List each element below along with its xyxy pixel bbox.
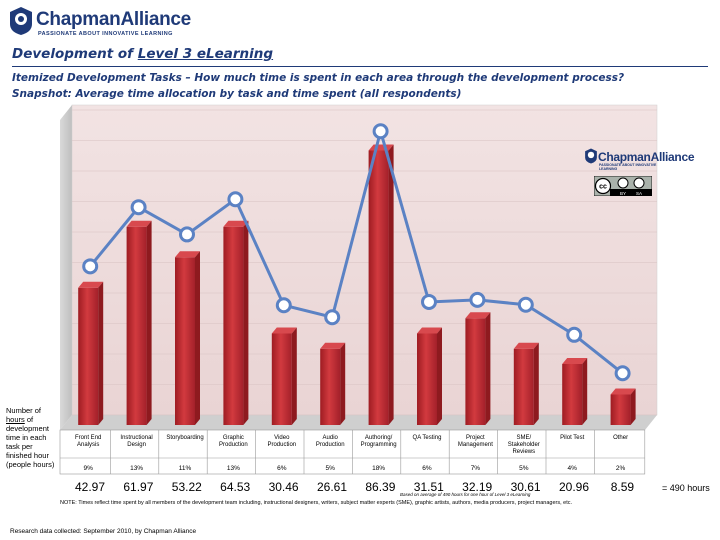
percent-label: 18%: [372, 465, 385, 472]
percent-label: 5%: [325, 465, 335, 472]
percent-label: 6%: [422, 465, 432, 472]
line-point: [324, 309, 341, 326]
category-label: Graphic Production: [219, 435, 248, 448]
watermark-tagline: PASSIONATE ABOUT INNOVATIVE LEARNING: [599, 163, 657, 171]
hours-value: 31.51: [413, 480, 444, 494]
category-label: Storyboarding: [166, 435, 203, 441]
bar: [175, 251, 200, 425]
average-note: Based on average of 490 hours for one ho…: [400, 492, 531, 497]
sa-label: SA: [636, 191, 642, 196]
category-label: Authoring/Programming: [361, 435, 397, 448]
hours-value: 26.61: [316, 480, 348, 494]
hours-value: 61.97: [123, 480, 154, 494]
percent-label: 4%: [567, 465, 577, 472]
line-series: [82, 123, 631, 382]
bar: [513, 342, 539, 425]
percent-label: 11%: [179, 465, 192, 472]
bar: [78, 281, 104, 425]
line-point: [421, 293, 437, 310]
subtitle-line-2: Snapshot: Average time allocation by tas…: [12, 88, 462, 100]
by-label: BY: [620, 191, 626, 196]
bar: [126, 220, 152, 425]
percent-label: 13%: [227, 465, 240, 472]
hours-value: 42.97: [74, 480, 106, 494]
creative-commons-license-icon: cc BY SA: [594, 176, 652, 196]
chart-side-wall: [60, 105, 72, 430]
bar-series: [78, 144, 636, 425]
hours-value: 20.96: [558, 480, 590, 494]
hours-value: 53.22: [171, 480, 202, 494]
category-label: Pilot Test: [560, 435, 585, 441]
subtitle: Itemized Development Tasks – How much ti…: [12, 70, 624, 102]
line-point: [179, 226, 195, 243]
line-point: [227, 191, 244, 208]
line-point: [566, 326, 583, 343]
percent-label: 9%: [83, 465, 93, 472]
row-label-link: hours: [6, 415, 25, 424]
line-point: [517, 296, 534, 313]
hours-value: 30.61: [510, 480, 541, 494]
hours-value: 32.19: [462, 480, 493, 494]
line-point: [614, 365, 631, 382]
page-title: Development of Level 3 eLearning: [12, 46, 273, 62]
chart-back-wall: [71, 104, 658, 416]
title-prefix: Development of: [12, 46, 138, 62]
watermark-brand: ChapmanAlliance: [598, 150, 695, 164]
bar: [417, 327, 442, 425]
category-label: Audio Production: [316, 435, 345, 448]
row-label-pre: Number of: [6, 406, 42, 415]
footnote: NOTE: Times reflect time spent by all me…: [60, 500, 573, 506]
category-label: Video Production: [267, 435, 296, 448]
chart-gridlines: [72, 109, 657, 416]
total-hours: = 490 hours: [662, 483, 710, 493]
bar: [223, 220, 249, 425]
line-point: [130, 199, 147, 216]
category-label: QA Testing: [413, 435, 442, 441]
chart-watermark: ChapmanAlliance PASSIONATE ABOUT INNOVAT…: [582, 148, 695, 198]
category-label: Other: [613, 435, 628, 441]
research-credit: Research data collected: September 2010,…: [10, 528, 197, 535]
row-label-post: of development time in each task per fin…: [6, 415, 55, 469]
brand-badge-icon: [10, 7, 32, 35]
watermark-badge-icon: [585, 148, 597, 164]
brand-tagline: PASSIONATE ABOUT INNOVATIVE LEARNING: [38, 31, 173, 37]
brand-name: ChapmanAlliance: [36, 9, 191, 30]
line-point: [372, 123, 389, 140]
chart-floor: [60, 415, 657, 430]
line-point: [275, 297, 292, 314]
percent-label: 13%: [130, 465, 143, 472]
data-table: Front End Analysis 9% Instructional Design 13…: [59, 429, 646, 475]
hours-value: 8.59: [610, 480, 635, 494]
category-label: Project Management: [458, 435, 493, 448]
subtitle-line-1: Itemized Development Tasks – How much ti…: [12, 72, 625, 84]
brand-logo: ChapmanAlliance PASSIONATE ABOUT INNOVAT…: [4, 4, 204, 42]
line-point: [469, 291, 486, 308]
series-line: [89, 125, 624, 375]
bar: [610, 388, 636, 425]
table-row-label: Number of hours of development time in e…: [6, 406, 58, 469]
percent-label: 6%: [277, 465, 287, 472]
category-label: Front End Analysis: [75, 435, 101, 448]
category-label: SME/Stakeholder Reviews: [508, 435, 540, 455]
hours-value: 64.53: [220, 480, 251, 494]
percent-label: 5%: [519, 465, 529, 472]
hours-value: 30.46: [268, 480, 299, 494]
bar: [320, 342, 346, 425]
percent-label: 2%: [616, 465, 626, 472]
bar: [368, 144, 394, 425]
title-link[interactable]: Level 3 eLearning: [137, 46, 274, 62]
bar: [562, 358, 588, 425]
category-label: Instructional Design: [120, 435, 152, 448]
bar: [271, 327, 297, 425]
title-divider: [12, 66, 708, 67]
hours-value: 86.39: [365, 480, 396, 494]
line-point: [82, 258, 99, 275]
bar: [465, 312, 491, 425]
cc-label: cc: [599, 184, 607, 191]
percent-label: 7%: [471, 465, 481, 472]
